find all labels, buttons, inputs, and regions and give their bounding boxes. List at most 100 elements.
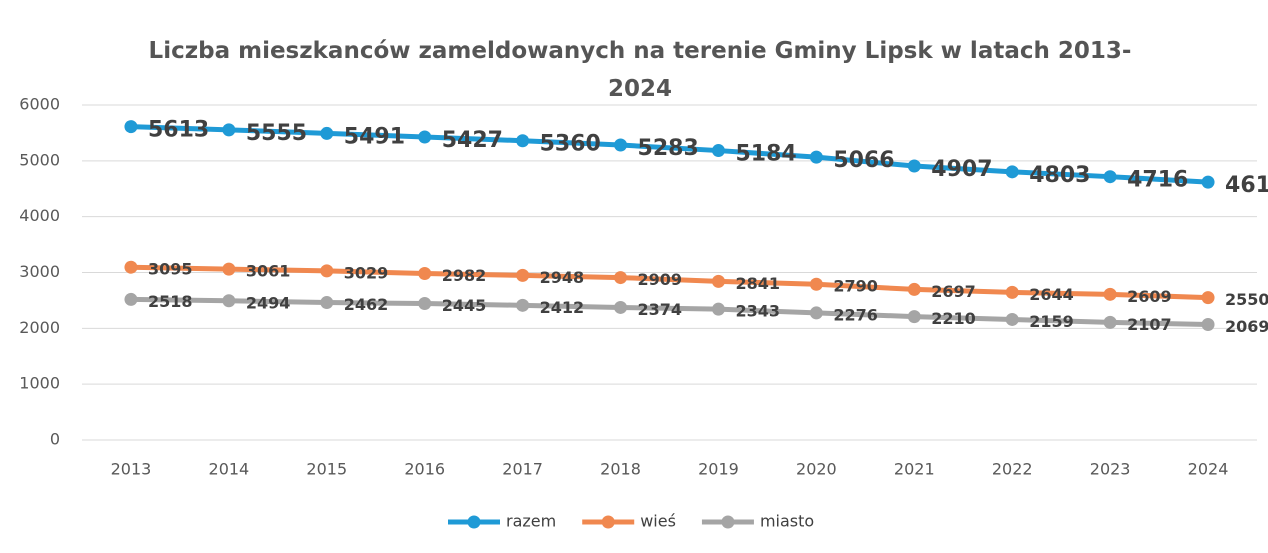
data-label: 3061 xyxy=(246,262,291,281)
data-point xyxy=(614,300,628,314)
x-tick-label: 2017 xyxy=(502,460,543,479)
data-label: 2982 xyxy=(442,266,487,285)
data-point xyxy=(1201,317,1215,331)
data-label: 2841 xyxy=(735,274,780,293)
y-tick-label: 3000 xyxy=(19,262,60,281)
data-label: 2790 xyxy=(833,277,878,296)
data-point xyxy=(1103,287,1117,301)
series-line xyxy=(130,124,1209,185)
data-label: 2550 xyxy=(1225,290,1268,309)
data-point xyxy=(907,282,921,296)
data-point xyxy=(809,306,823,320)
data-point xyxy=(516,298,530,312)
x-tick-label: 2023 xyxy=(1090,460,1131,479)
x-tick-label: 2019 xyxy=(698,460,739,479)
x-tick-label: 2024 xyxy=(1188,460,1229,479)
legend-marker xyxy=(467,515,481,529)
x-tick-label: 2014 xyxy=(209,460,250,479)
data-label: 5491 xyxy=(344,124,405,149)
data-point xyxy=(809,277,823,291)
data-label: 4803 xyxy=(1029,163,1090,188)
data-label: 2343 xyxy=(735,302,780,321)
data-label: 5555 xyxy=(246,121,307,146)
data-point xyxy=(222,262,236,276)
data-point xyxy=(418,130,432,144)
data-label: 2609 xyxy=(1127,287,1172,306)
data-point xyxy=(809,150,823,164)
data-label: 5283 xyxy=(638,136,699,161)
y-tick-label: 4000 xyxy=(19,206,60,225)
data-point xyxy=(124,260,138,274)
data-point xyxy=(711,144,725,158)
data-point xyxy=(711,302,725,316)
data-point xyxy=(614,271,628,285)
series-line xyxy=(130,264,1209,301)
legend-marker xyxy=(721,515,735,529)
data-point xyxy=(320,126,334,140)
data-label: 2909 xyxy=(638,270,683,289)
data-label: 5360 xyxy=(540,132,601,157)
x-tick-label: 2020 xyxy=(796,460,837,479)
data-label: 5066 xyxy=(833,148,894,173)
y-tick-label: 1000 xyxy=(19,374,60,393)
data-point xyxy=(124,120,138,134)
series-line xyxy=(130,296,1209,327)
legend-label: miasto xyxy=(760,512,814,531)
data-point xyxy=(222,123,236,137)
data-label: 2159 xyxy=(1029,312,1074,331)
data-point xyxy=(1201,175,1215,189)
data-label: 2518 xyxy=(148,292,193,311)
data-point xyxy=(222,294,236,308)
data-label: 2462 xyxy=(344,295,389,314)
data-point xyxy=(1103,315,1117,329)
data-point xyxy=(418,267,432,281)
data-label: 2276 xyxy=(833,305,878,324)
data-label: 5613 xyxy=(148,118,209,143)
data-point xyxy=(1005,165,1019,179)
y-tick-label: 5000 xyxy=(19,150,60,169)
data-label: 2445 xyxy=(442,296,487,315)
data-label: 4619 xyxy=(1225,173,1268,198)
data-label: 2494 xyxy=(246,293,291,312)
data-label: 4907 xyxy=(931,157,992,182)
data-point xyxy=(1005,312,1019,326)
data-label: 2412 xyxy=(540,298,585,317)
data-label: 4716 xyxy=(1127,168,1188,193)
x-tick-label: 2018 xyxy=(600,460,641,479)
data-label: 3095 xyxy=(148,260,193,279)
x-tick-label: 2015 xyxy=(306,460,347,479)
legend-label: wieś xyxy=(640,512,676,531)
data-point xyxy=(907,310,921,324)
data-point xyxy=(1201,291,1215,305)
data-point xyxy=(320,264,334,278)
data-label: 5427 xyxy=(442,128,503,153)
data-label: 3029 xyxy=(344,263,389,282)
data-label: 2948 xyxy=(540,268,585,287)
legend-marker xyxy=(601,515,615,529)
legend-label: razem xyxy=(506,512,556,531)
x-tick-label: 2013 xyxy=(111,460,152,479)
data-point xyxy=(907,159,921,173)
data-point xyxy=(1005,285,1019,299)
x-tick-label: 2021 xyxy=(894,460,935,479)
data-point xyxy=(516,268,530,282)
data-point xyxy=(1103,170,1117,184)
y-tick-label: 6000 xyxy=(19,95,60,114)
data-point xyxy=(124,292,138,306)
data-label: 2644 xyxy=(1029,285,1074,304)
data-point xyxy=(516,134,530,148)
data-point xyxy=(418,296,432,310)
y-tick-label: 0 xyxy=(50,430,60,449)
y-tick-label: 2000 xyxy=(19,318,60,337)
data-label: 5184 xyxy=(735,142,796,167)
x-tick-label: 2022 xyxy=(992,460,1033,479)
data-point xyxy=(614,138,628,152)
data-label: 2069 xyxy=(1225,317,1268,336)
data-point xyxy=(320,296,334,310)
data-label: 2107 xyxy=(1127,315,1172,334)
x-tick-label: 2016 xyxy=(404,460,445,479)
data-label: 2374 xyxy=(638,300,683,319)
data-point xyxy=(711,274,725,288)
